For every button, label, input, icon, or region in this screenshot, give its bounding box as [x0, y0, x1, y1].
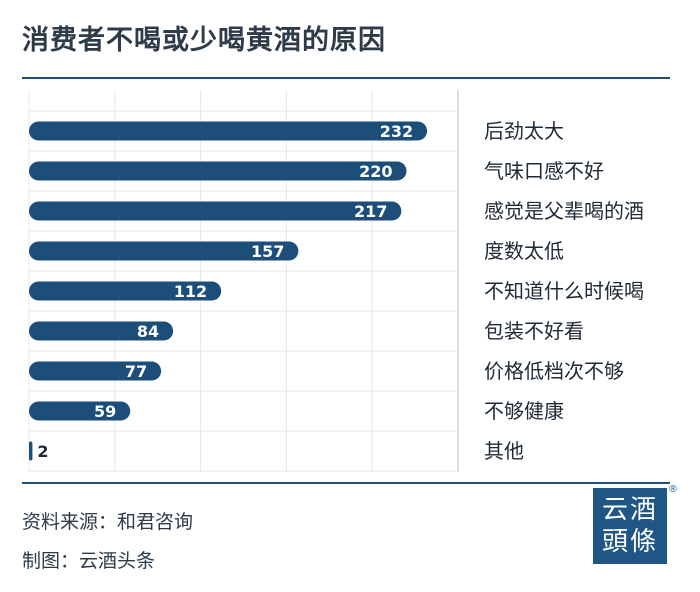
bar-value-label: 59 [94, 402, 116, 421]
logo-line-2: 頭條 [601, 527, 658, 557]
footer-divider [22, 482, 670, 484]
bar-value-label: 220 [359, 162, 392, 181]
bar-7 [29, 361, 162, 381]
category-label: 不知道什么时候喝 [484, 279, 644, 303]
title-divider [22, 77, 670, 79]
bar-6 [29, 321, 174, 341]
bar-value-label: 84 [137, 322, 159, 341]
bar-value-label: 232 [380, 122, 413, 141]
bars: 232 220 217 157 112 84 77 59 2 [29, 121, 428, 461]
bar-value-label: 217 [354, 202, 387, 221]
credit-note: 制图：云酒头条 [22, 550, 156, 572]
category-label: 后劲太大 [484, 119, 564, 143]
bar-8 [29, 401, 131, 421]
source-note: 资料来源：和君咨询 [22, 511, 194, 533]
category-label: 感觉是父辈喝的酒 [484, 199, 644, 223]
category-label: 其他 [484, 439, 524, 463]
category-label: 气味口感不好 [484, 159, 604, 183]
logo-line-1: 云酒 [601, 495, 658, 525]
bar-1 [29, 121, 428, 141]
bar-3 [29, 201, 402, 221]
registered-mark: ® [668, 484, 678, 495]
bar-value-label: 77 [125, 362, 147, 381]
bar-4 [29, 241, 299, 261]
category-labels: 后劲太大气味口感不好感觉是父辈喝的酒度数太低不知道什么时候喝包装不好看价格低档次… [484, 119, 644, 463]
brand-logo: 云酒 頭條 [593, 488, 667, 564]
bar-value-label: 112 [174, 282, 207, 301]
bar-value-label: 2 [37, 442, 48, 461]
bar-value-label: 157 [251, 242, 284, 261]
bar-2 [29, 161, 407, 181]
bar-5 [29, 281, 222, 301]
chart-title: 消费者不喝或少喝黄酒的原因 [22, 25, 386, 56]
bar-9 [29, 441, 33, 461]
category-label: 价格低档次不够 [484, 359, 624, 383]
category-label: 度数太低 [484, 239, 564, 263]
category-label: 不够健康 [484, 399, 564, 423]
category-label: 包装不好看 [484, 319, 584, 343]
